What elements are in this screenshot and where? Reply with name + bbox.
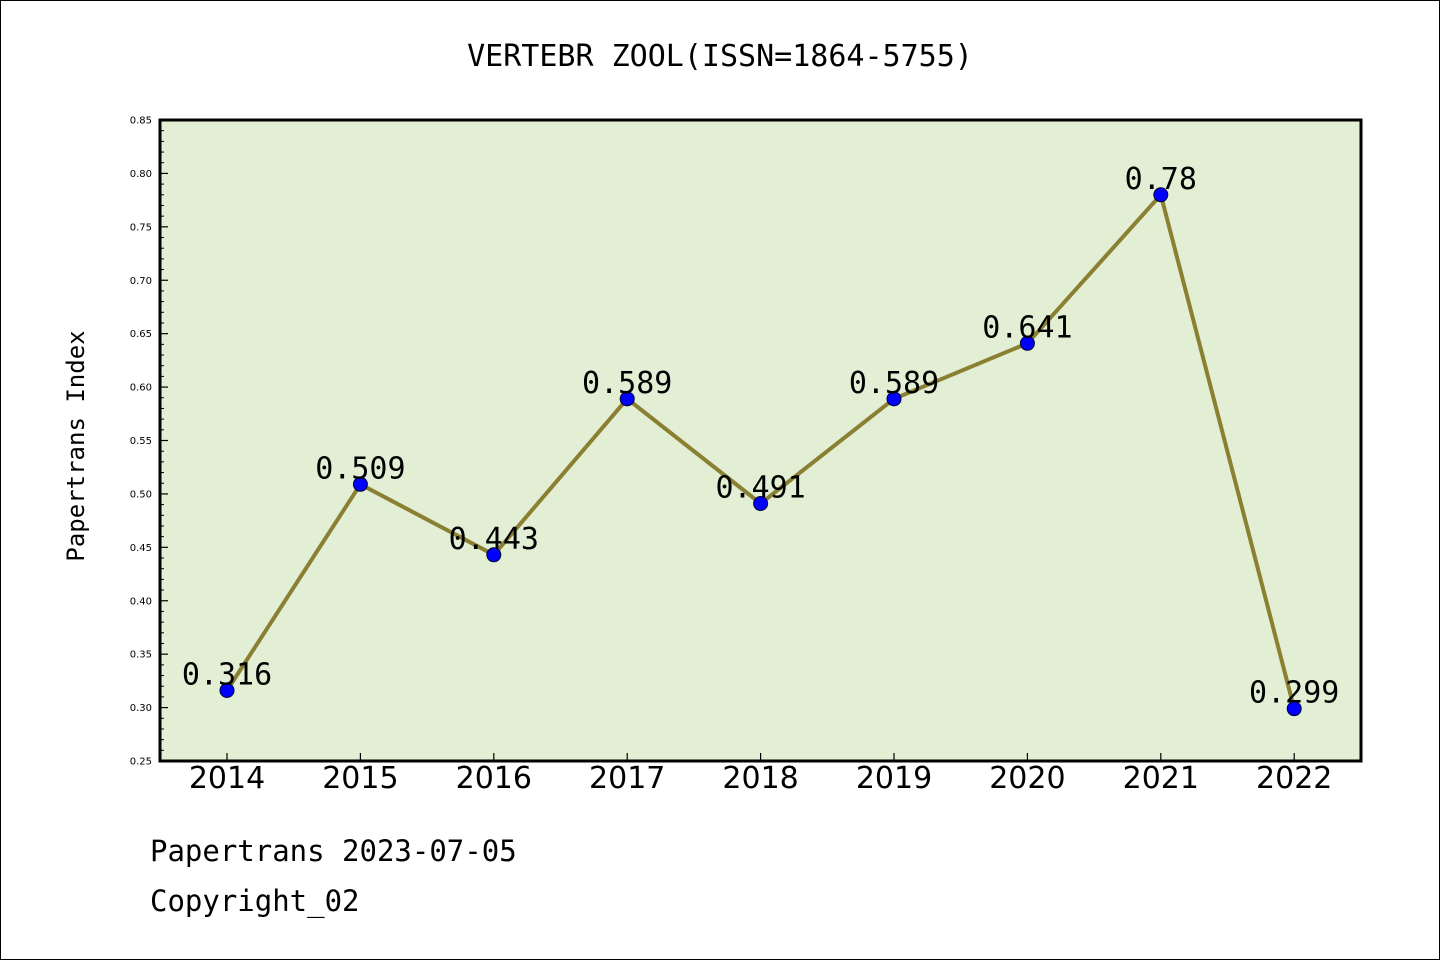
data-point [1153,187,1169,203]
y-tick-label: 0.65 [130,329,152,340]
data-label: 0.316 [182,657,272,692]
y-tick-label: 0.85 [130,116,152,127]
data-label: 0.509 [315,451,405,486]
data-label: 0.299 [1249,676,1339,711]
x-tick-label: 2020 [989,761,1065,796]
y-tick-label: 0.40 [130,596,152,607]
x-tick-label: 2014 [189,761,265,796]
data-point [1286,701,1302,717]
data-labels: 0.316 0.509 0.443 0.589 0.491 0.589 0.641 0.78 0… [182,162,1340,711]
data-label: 0.641 [982,310,1072,345]
x-tick-label: 2016 [456,761,532,796]
x-tick-label: 2018 [722,761,798,796]
x-tick-label: 2021 [1123,761,1199,796]
data-point [486,547,502,563]
data-label: 0.589 [849,366,939,401]
data-label: 0.491 [715,471,805,506]
y-tick-label: 0.30 [130,703,152,714]
data-label: 0.589 [582,366,672,401]
y-tick-label: 0.80 [130,169,152,180]
data-point [1019,335,1035,351]
x-tick-label: 2017 [589,761,665,796]
x-tick-label: 2022 [1256,761,1332,796]
data-point [352,476,368,492]
data-point [619,391,635,407]
x-tick-label: 2019 [856,761,932,796]
footer-date: Papertrans 2023-07-05 [150,834,517,868]
y-tick-label: 0.75 [130,222,152,233]
chart-title: VERTEBR ZOOL(ISSN=1864-5755) [467,39,973,74]
data-point [886,391,902,407]
data-point [753,496,769,512]
y-tick-label: 0.60 [130,383,152,394]
x-tick-label: 2015 [322,761,398,796]
y-tick-label: 0.35 [130,650,152,661]
y-tick-label: 0.70 [130,276,152,287]
y-tick-label: 0.50 [130,489,152,500]
y-tick-label: 0.45 [130,543,152,554]
y-tick-label: 0.25 [130,757,152,768]
footer-copyright: Copyright_02 [150,884,360,918]
series-markers [219,187,1302,717]
plot-area [160,120,1361,761]
data-point [219,682,235,698]
y-axis-label: Papertrans Index [62,330,90,561]
x-axis-ticks: 2014 2015 2016 2017 2018 2019 2020 2021 2022 [189,753,1332,796]
plot-border [158,118,1363,763]
data-label: 0.78 [1125,162,1197,197]
y-tick-label: 0.55 [130,436,152,447]
data-label: 0.443 [449,522,539,557]
